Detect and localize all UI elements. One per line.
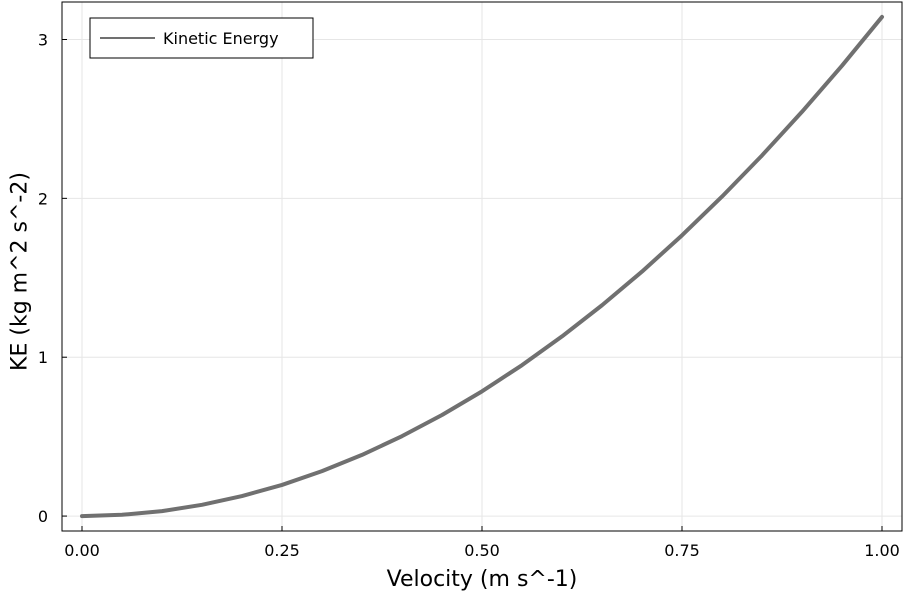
series-line-kinetic-energy xyxy=(80,14,884,519)
x-tick-label: 0.25 xyxy=(264,541,300,560)
x-tick-label: 0.75 xyxy=(664,541,700,560)
grid-lines xyxy=(62,2,902,531)
x-tick-label: 0.00 xyxy=(64,541,100,560)
series-layer xyxy=(80,14,884,519)
y-tick-label: 1 xyxy=(38,348,48,367)
y-axis-label: KE (kg m^2 s^-2) xyxy=(8,172,33,371)
y-tick-label: 2 xyxy=(38,189,48,208)
legend: Kinetic Energy xyxy=(89,17,314,59)
x-axis-label: Velocity (m s^-1) xyxy=(387,567,578,592)
y-tick-label: 0 xyxy=(38,507,48,526)
axis-ticks: 0.00 0.25 0.50 0.75 1.00 0 1 2 3 xyxy=(38,30,900,560)
y-tick-label: 3 xyxy=(38,30,48,49)
x-tick-label: 0.50 xyxy=(464,541,500,560)
x-tick-label: 1.00 xyxy=(864,541,900,560)
legend-entry-kinetic-energy: Kinetic Energy xyxy=(163,29,279,48)
